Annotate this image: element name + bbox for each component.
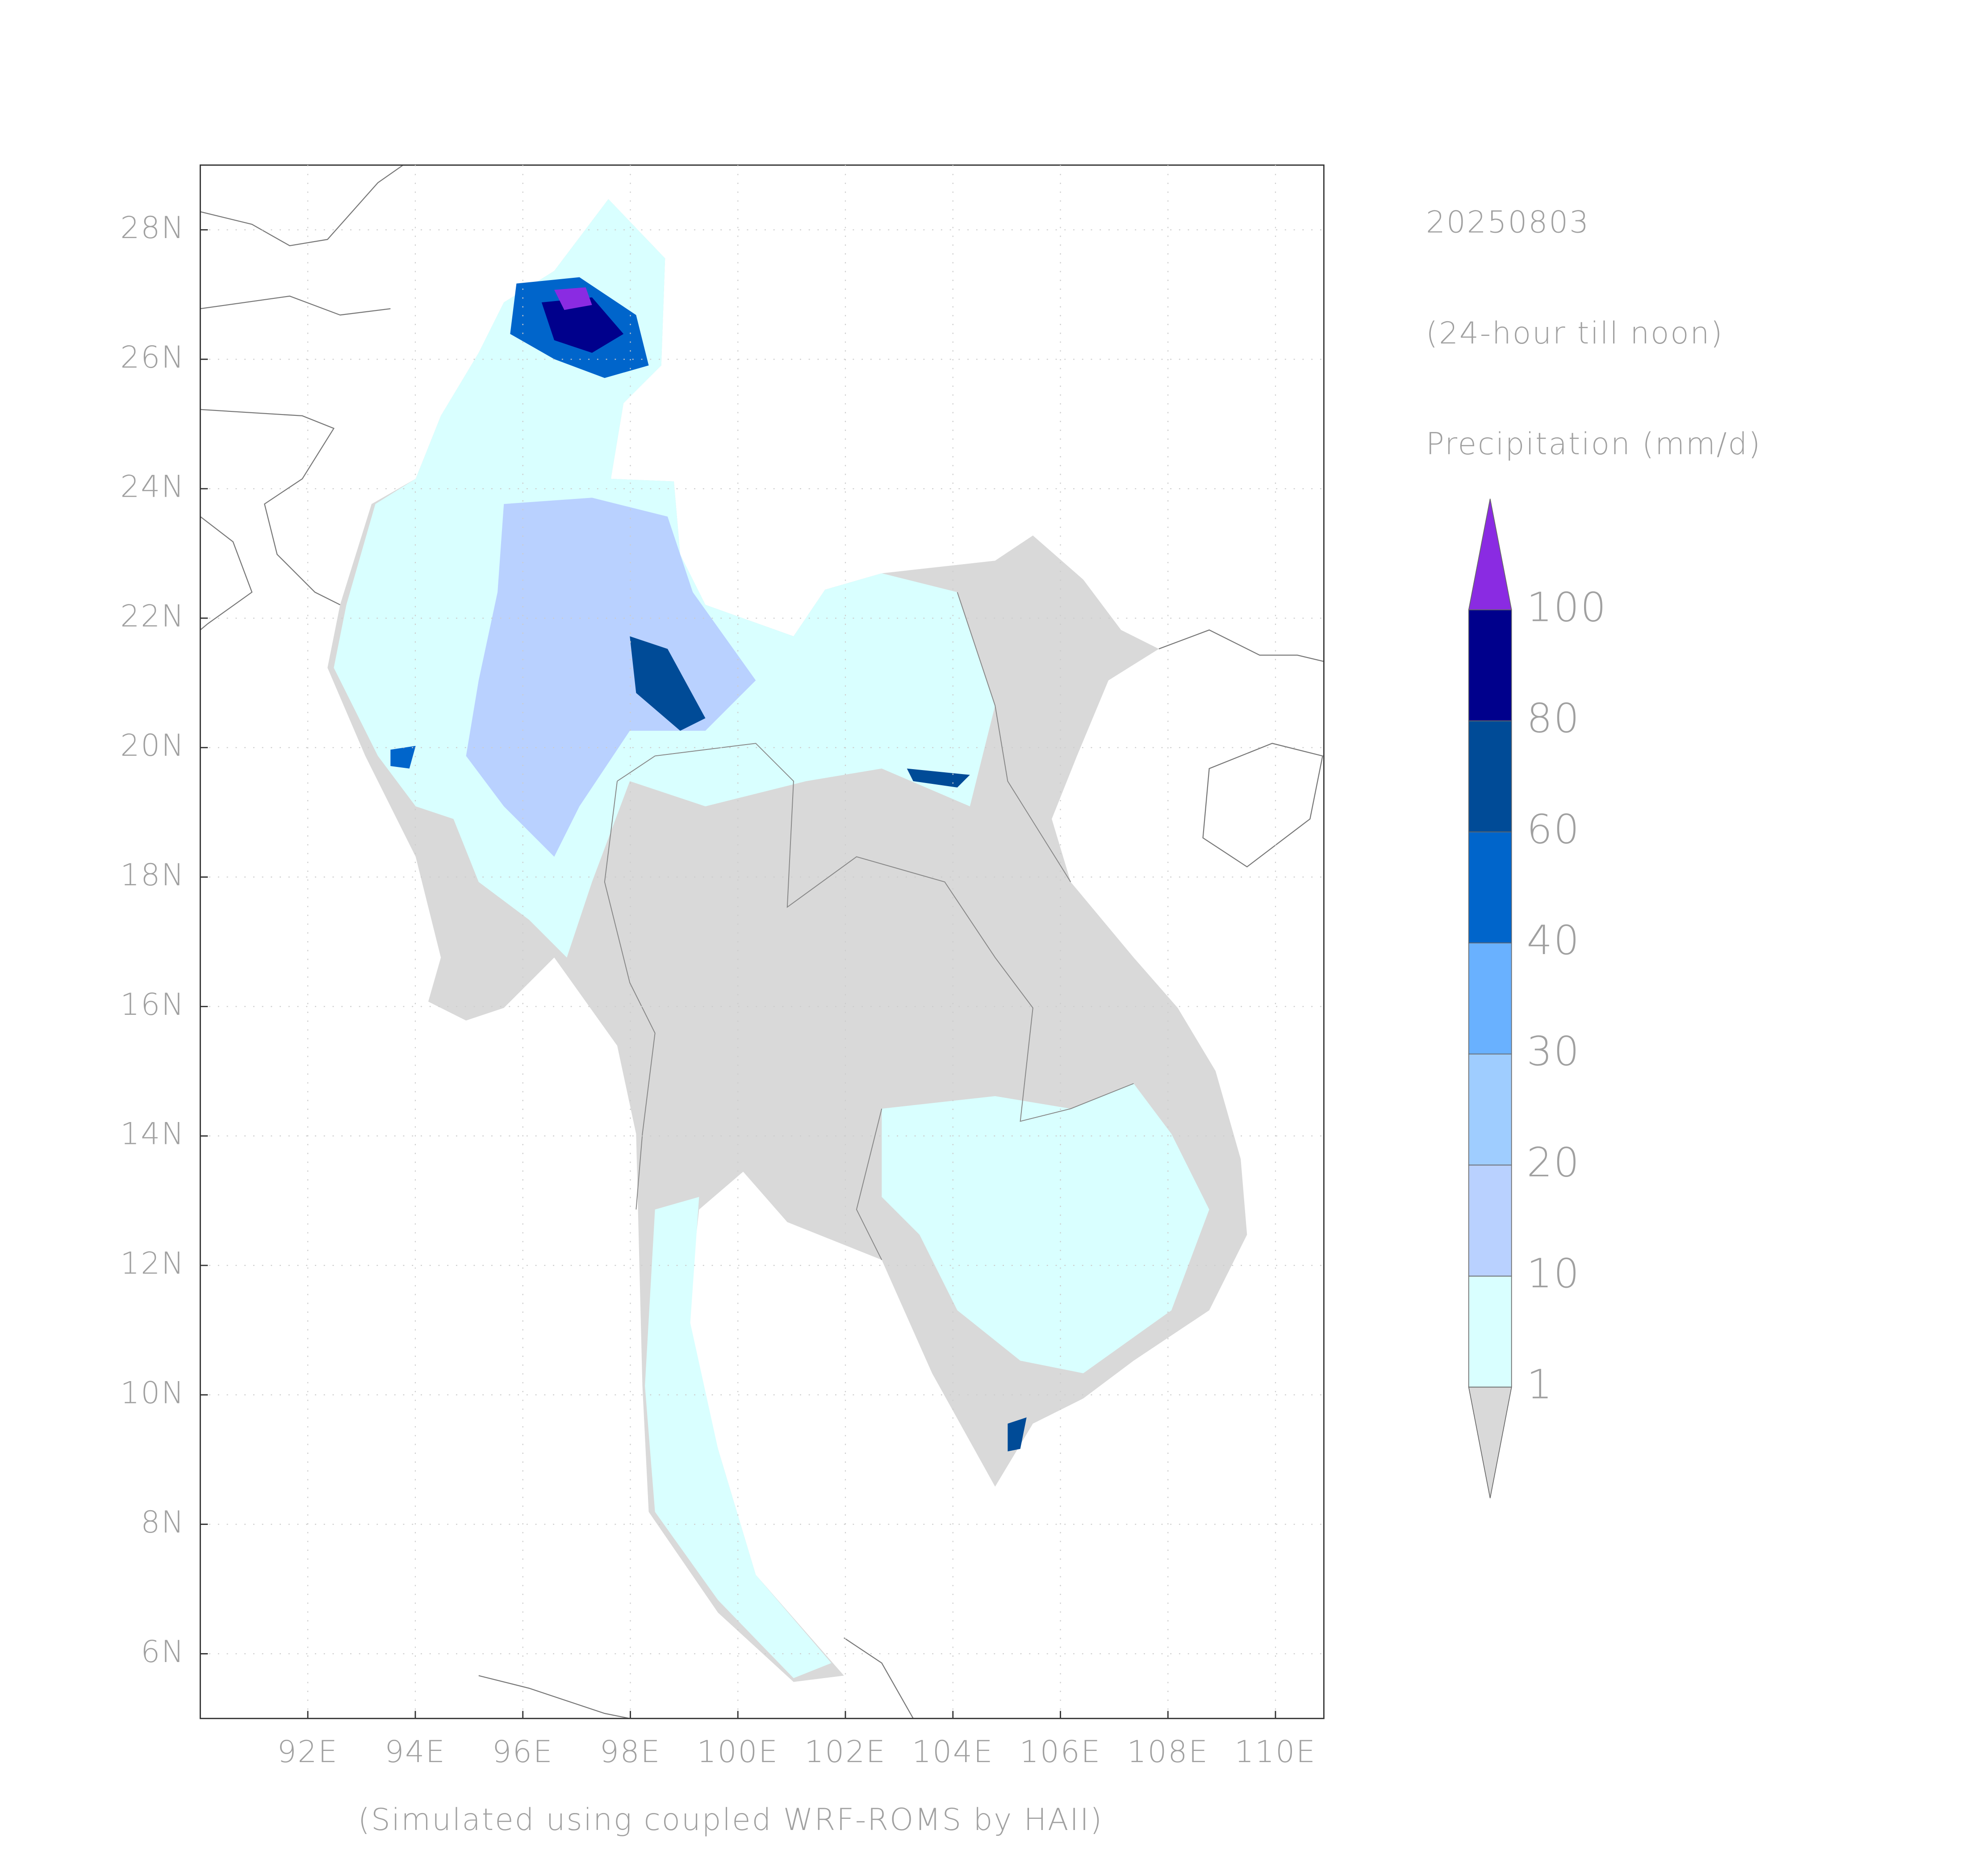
y-tick-label: 14N xyxy=(120,1116,185,1152)
coastline xyxy=(844,1637,914,1719)
y-tick-label: 20N xyxy=(120,728,185,763)
x-tick-label: 92E xyxy=(277,1734,339,1769)
y-tick-label: 28N xyxy=(120,210,185,245)
country-border xyxy=(617,743,1134,1122)
colorbar-segment xyxy=(1468,720,1512,833)
coastline xyxy=(200,295,391,316)
colorbar-label: 20 xyxy=(1526,1139,1580,1186)
precip-very-heavy xyxy=(541,297,624,353)
colorbar-over xyxy=(1468,498,1512,611)
colorbar-label: 10 xyxy=(1526,1250,1580,1297)
colorbar-label: 80 xyxy=(1526,695,1580,742)
colorbar-under xyxy=(1468,1386,1512,1499)
colorbar-segment xyxy=(1468,942,1512,1055)
map-variable: Precipitation (mm/d) xyxy=(1426,426,1761,461)
precip-moderate xyxy=(466,498,756,857)
precip-light xyxy=(645,1197,832,1679)
map-frame xyxy=(200,164,1325,1719)
x-tick-label: 108E xyxy=(1127,1734,1209,1769)
colorbar-label: 100 xyxy=(1526,584,1607,631)
colorbar-label: 40 xyxy=(1526,917,1580,964)
colorbar-segment xyxy=(1468,1164,1512,1277)
x-tick-label: 98E xyxy=(600,1734,661,1769)
colorbar-segment xyxy=(1468,831,1512,943)
country-border xyxy=(856,1108,882,1260)
x-tick-label: 102E xyxy=(804,1734,886,1769)
country-border xyxy=(604,781,656,1210)
country-border xyxy=(957,592,1071,883)
colorbar-label: 30 xyxy=(1526,1028,1580,1075)
coastline xyxy=(1158,629,1324,662)
coastline xyxy=(200,164,404,247)
precip-heavy xyxy=(390,745,416,769)
coastline xyxy=(200,409,341,605)
y-tick-label: 22N xyxy=(120,598,185,633)
x-tick-label: 110E xyxy=(1234,1734,1316,1769)
y-tick-label: 16N xyxy=(120,987,185,1022)
precip-heavy xyxy=(1008,1417,1027,1452)
map-date: 20250803 xyxy=(1426,205,1590,240)
coastline xyxy=(478,1675,630,1719)
map-period: (24-hour till noon) xyxy=(1426,315,1724,351)
colorbar-segment xyxy=(1468,609,1512,721)
coastline xyxy=(200,516,253,631)
precip-heavy xyxy=(630,636,706,731)
y-tick-label: 24N xyxy=(120,469,185,504)
y-tick-label: 10N xyxy=(120,1375,185,1410)
y-tick-label: 6N xyxy=(141,1634,185,1669)
x-tick-label: 106E xyxy=(1020,1734,1101,1769)
y-tick-label: 18N xyxy=(120,857,185,892)
colorbar-label: 60 xyxy=(1526,806,1580,853)
map-area xyxy=(200,164,1324,1719)
colorbar-segment xyxy=(1468,1276,1512,1388)
credit: (Simulated using coupled WRF-ROMS by HAI… xyxy=(358,1802,1103,1837)
colorbar-segment xyxy=(1468,1053,1512,1166)
x-tick-label: 100E xyxy=(697,1734,779,1769)
x-tick-label: 96E xyxy=(492,1734,553,1769)
x-tick-label: 104E xyxy=(912,1734,994,1769)
colorbar-label: 1 xyxy=(1526,1361,1553,1408)
x-tick-label: 94E xyxy=(385,1734,446,1769)
precip-extreme xyxy=(554,287,592,310)
y-tick-label: 26N xyxy=(120,339,185,375)
y-tick-label: 12N xyxy=(120,1245,185,1281)
precip-light xyxy=(882,1083,1209,1374)
y-tick-label: 8N xyxy=(141,1504,185,1540)
coastline xyxy=(1202,743,1323,868)
